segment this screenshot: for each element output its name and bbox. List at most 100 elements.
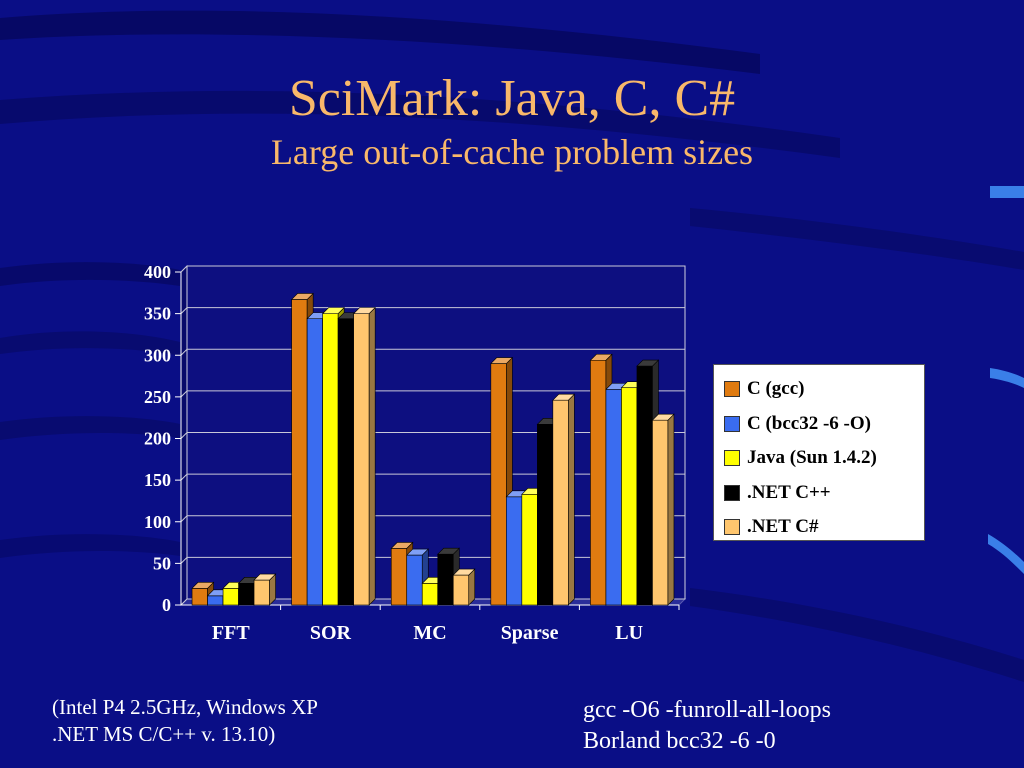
x-tick-label: LU <box>615 622 643 644</box>
bar-top <box>253 573 277 581</box>
bar <box>390 548 408 606</box>
bar <box>353 313 370 606</box>
legend-label: .NET C# <box>747 516 819 538</box>
gridline <box>180 348 685 356</box>
x-tick-label: FFT <box>212 622 250 644</box>
bar <box>222 588 239 606</box>
bar <box>437 553 454 606</box>
decor-swoosh <box>0 10 760 75</box>
gridline <box>180 473 685 481</box>
note-line: .NET MS C/C++ v. 13.10) <box>52 722 276 746</box>
decor-swoosh <box>690 208 1024 270</box>
decor-swoosh <box>0 416 180 440</box>
bar-top <box>589 353 613 361</box>
y-tick-label: 200 <box>144 429 171 449</box>
decor-stripe <box>990 368 1024 388</box>
y-tick-label: 300 <box>144 345 171 365</box>
y-tick-label: 400 <box>144 262 171 282</box>
bar-top <box>352 307 376 314</box>
legend-label: .NET C++ <box>747 481 831 503</box>
bar <box>306 318 323 606</box>
decor-stripe <box>990 186 1024 198</box>
bar-top <box>321 307 345 314</box>
legend-item: C (bcc32 -6 -O) <box>724 407 924 442</box>
compiler-note: gcc -O6 -funroll-all-loops Borland bcc32… <box>583 695 831 757</box>
gridline <box>180 432 685 439</box>
bar <box>636 365 653 606</box>
bar-side <box>667 413 675 606</box>
legend-label: C (bcc32 -6 -O) <box>747 412 871 434</box>
decor-swoosh <box>0 534 180 558</box>
bar-top <box>437 547 460 555</box>
title-block: SciMark: Java, C, C# Large out-of-cache … <box>0 68 1024 174</box>
bar-top <box>191 582 215 589</box>
legend-swatch <box>724 519 740 536</box>
y-tick-label: 50 <box>153 553 171 573</box>
y-tick-label: 350 <box>144 304 171 324</box>
slide-title: SciMark: Java, C, C# <box>288 70 736 127</box>
gridline <box>180 265 685 273</box>
bar-top <box>490 357 514 364</box>
bar-top <box>552 393 576 401</box>
bar <box>537 424 554 606</box>
y-tick-label: 150 <box>144 470 171 490</box>
bar <box>490 363 507 606</box>
x-tick-label: MC <box>413 622 446 644</box>
bar <box>552 399 569 606</box>
bar <box>291 299 308 606</box>
bar <box>590 359 607 606</box>
bar <box>621 387 638 606</box>
legend-label: C (gcc) <box>747 378 805 400</box>
gridline <box>180 307 685 314</box>
gridline <box>180 390 685 398</box>
decor-swoosh <box>0 90 840 158</box>
y-tick-label: 250 <box>144 387 171 407</box>
legend-label: Java (Sun 1.4.2) <box>747 447 877 469</box>
slide-subtitle: Large out-of-cache problem sizes <box>270 132 754 172</box>
legend-swatch <box>724 415 740 432</box>
bar <box>605 389 622 606</box>
decor-swoosh <box>0 331 180 356</box>
bar <box>191 588 208 606</box>
bar <box>253 579 270 606</box>
legend-swatch <box>724 484 740 501</box>
bar <box>452 574 470 606</box>
bar <box>238 583 255 606</box>
legend-item: .NET C# <box>724 510 924 545</box>
bar <box>337 318 354 606</box>
chart-legend: C (gcc) C (bcc32 -6 -O) Java (Sun 1.4.2)… <box>713 364 925 541</box>
bar <box>506 496 523 606</box>
hardware-note: (Intel P4 2.5GHz, Windows XP .NET MS C/C… <box>52 694 318 748</box>
legend-swatch <box>724 450 740 467</box>
decor-swoosh <box>690 588 1024 682</box>
bar <box>421 583 439 606</box>
decor-stripe <box>988 534 1024 574</box>
bar <box>652 419 669 606</box>
bar <box>207 595 224 606</box>
note-line: gcc -O6 -funroll-all-loops <box>583 697 831 723</box>
bar-side <box>368 306 376 606</box>
legend-swatch <box>724 381 740 398</box>
note-line: Borland bcc32 -6 -0 <box>583 728 776 754</box>
bar-top <box>636 359 660 367</box>
x-tick-label: Sparse <box>501 622 559 644</box>
legend-item: Java (Sun 1.4.2) <box>724 441 924 476</box>
x-tick-label: SOR <box>310 622 352 644</box>
y-tick-label: 0 <box>162 595 171 615</box>
bar-top <box>406 548 429 556</box>
bar <box>322 313 339 606</box>
decor-swoosh <box>0 262 180 286</box>
legend-item: C (gcc) <box>724 372 924 407</box>
bar <box>406 554 423 606</box>
bar-top <box>651 413 675 421</box>
note-line: (Intel P4 2.5GHz, Windows XP <box>52 695 318 719</box>
y-tick-label: 100 <box>144 512 171 532</box>
legend-item: .NET C++ <box>724 476 924 511</box>
bar-side <box>568 393 575 606</box>
bar-top <box>290 293 314 300</box>
bar-top <box>452 568 476 576</box>
bar-top <box>390 542 414 549</box>
bar <box>521 493 538 606</box>
